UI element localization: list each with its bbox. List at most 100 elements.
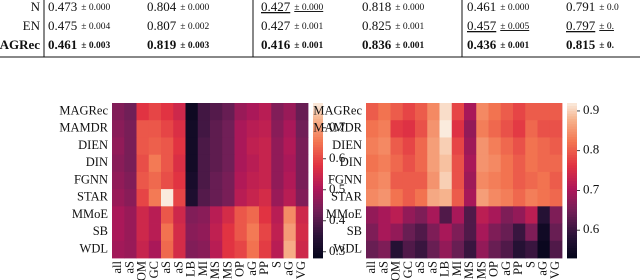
colorbar-step bbox=[567, 175, 577, 179]
cell-mean: 0.825 bbox=[362, 18, 391, 33]
heatmap-cell bbox=[537, 120, 551, 138]
heatmap-cell bbox=[488, 103, 502, 121]
heatmap-cell bbox=[112, 154, 125, 173]
row-label: EN bbox=[23, 18, 41, 33]
column-label: MS bbox=[462, 261, 476, 279]
table-cell: 0.825 ± 0.001 bbox=[362, 18, 424, 33]
heatmap-cell bbox=[549, 240, 563, 259]
heatmap-cell bbox=[378, 154, 391, 173]
heatmap-cell bbox=[464, 206, 477, 224]
heatmap-cell bbox=[390, 154, 404, 173]
heatmap-cell bbox=[148, 189, 162, 207]
row-label: WDL bbox=[80, 241, 108, 255]
heatmap-cell bbox=[402, 206, 416, 224]
heatmap-cell bbox=[222, 171, 235, 190]
heatmap-cell bbox=[185, 103, 199, 121]
colorbar-step bbox=[313, 165, 323, 168]
colorbar-step bbox=[567, 185, 577, 189]
heatmap-cell bbox=[390, 189, 404, 207]
heatmap-cell bbox=[439, 103, 453, 121]
heatmap-cell bbox=[549, 103, 563, 121]
column-label: PP bbox=[257, 261, 271, 275]
heatmap-cell bbox=[136, 103, 150, 121]
heatmap-cell bbox=[451, 240, 465, 259]
colorbar-step bbox=[567, 203, 577, 207]
colorbar-step bbox=[313, 252, 323, 256]
colorbar-step bbox=[567, 255, 577, 259]
heatmap-cell bbox=[283, 240, 297, 259]
heatmap-cell bbox=[402, 120, 416, 138]
heatmap-cell bbox=[271, 223, 284, 242]
colorbar-step bbox=[567, 115, 577, 119]
heatmap-cell bbox=[112, 120, 125, 138]
heatmap-cell bbox=[439, 137, 453, 156]
heatmap-cell bbox=[246, 103, 260, 121]
heatmap-cell bbox=[513, 171, 526, 190]
heatmap-cell bbox=[366, 103, 379, 121]
colorbar-step bbox=[567, 180, 577, 184]
heatmap-cell bbox=[439, 223, 453, 242]
heatmap-cell bbox=[197, 223, 211, 242]
table-cell: 0.473 ± 0.000 bbox=[48, 0, 110, 14]
heatmap-cell bbox=[246, 120, 260, 138]
heatmap-cell bbox=[271, 103, 284, 121]
table-cell: 0.804 ± 0.000 bbox=[147, 0, 209, 14]
heatmap-cell bbox=[124, 154, 137, 173]
table-cell: 0.427 ± 0.000 bbox=[261, 0, 323, 14]
table-cell: 0.461 ± 0.000 bbox=[467, 0, 529, 14]
colorbar-step bbox=[313, 167, 323, 171]
heatmap-cell bbox=[390, 137, 404, 156]
heatmap-cell bbox=[222, 240, 235, 259]
heatmap-cell bbox=[525, 103, 538, 121]
cell-mean: 0.807 bbox=[147, 18, 177, 33]
heatmap-cell bbox=[525, 189, 538, 207]
heatmap-cell bbox=[234, 137, 248, 156]
column-label: MI bbox=[450, 261, 464, 276]
table-cell: 0.819 ± 0.003 bbox=[147, 37, 209, 52]
heatmap-cell bbox=[415, 103, 428, 121]
heatmap-cell bbox=[222, 137, 235, 156]
colorbar-tick-label: 0.8 bbox=[583, 142, 599, 157]
heatmap-cell bbox=[488, 120, 502, 138]
heatmap-cell bbox=[415, 240, 428, 259]
colorbar-step bbox=[313, 203, 323, 207]
heatmap-cell bbox=[185, 189, 199, 207]
column-label: aS bbox=[413, 261, 427, 274]
colorbar-step bbox=[313, 214, 323, 218]
heatmap-cell bbox=[271, 206, 284, 224]
colorbar-step bbox=[313, 146, 323, 150]
heatmap-cell bbox=[427, 171, 440, 190]
column-label: PP bbox=[511, 261, 525, 275]
heatmap-cell bbox=[234, 120, 248, 138]
cell-std: ± 0. bbox=[599, 22, 614, 32]
heatmap-cell bbox=[427, 240, 440, 259]
column-label: aS bbox=[425, 261, 439, 274]
heatmap-cell bbox=[500, 137, 514, 156]
heatmap-cell bbox=[283, 137, 297, 156]
heatmap-cell bbox=[451, 103, 465, 121]
heatmap-cell bbox=[464, 171, 477, 190]
heatmap-cell bbox=[464, 120, 477, 138]
heatmap-cell bbox=[402, 154, 416, 173]
heatmap-cell bbox=[415, 171, 428, 190]
colorbar-step bbox=[313, 103, 323, 106]
heatmap-cell bbox=[415, 223, 428, 242]
heatmap-cell bbox=[283, 120, 297, 138]
colorbar-step bbox=[567, 105, 577, 109]
heatmap-cell bbox=[295, 171, 309, 190]
colorbar-step bbox=[313, 172, 323, 176]
heatmap-cell bbox=[271, 240, 284, 259]
heatmap-cell bbox=[525, 120, 538, 138]
heatmap-cell bbox=[378, 137, 391, 156]
column-label: OP bbox=[233, 261, 247, 277]
heatmap-cell bbox=[197, 171, 211, 190]
colorbar-step bbox=[313, 144, 323, 148]
colorbar-step bbox=[313, 126, 323, 130]
cell-mean: 0.416 bbox=[261, 37, 291, 52]
heatmap-cell bbox=[124, 137, 137, 156]
heatmap-cell bbox=[283, 206, 297, 224]
heatmap-cell bbox=[525, 206, 538, 224]
colorbar-tick-label: 0.6 bbox=[583, 221, 600, 236]
heatmap-cell bbox=[185, 223, 199, 242]
row-label: N bbox=[31, 0, 41, 14]
